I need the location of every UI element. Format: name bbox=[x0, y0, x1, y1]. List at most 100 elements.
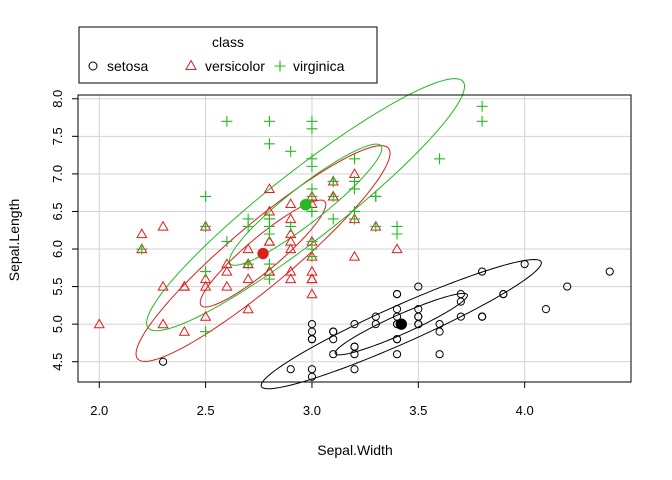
virginica-point bbox=[434, 153, 446, 165]
versicolor-point bbox=[221, 280, 233, 291]
versicolor-point bbox=[178, 280, 191, 291]
versicolor-point bbox=[285, 273, 297, 284]
virginica-point bbox=[306, 153, 318, 165]
versicolor-point bbox=[93, 318, 105, 329]
versicolor-point bbox=[199, 310, 212, 321]
setosa-point bbox=[350, 320, 359, 329]
setosa-point bbox=[435, 350, 444, 359]
virginica-point bbox=[242, 258, 254, 270]
setosa-point bbox=[392, 305, 402, 314]
versicolor-point bbox=[285, 228, 297, 239]
legend-circle-icon bbox=[88, 61, 98, 71]
legend-label-setosa: setosa bbox=[107, 58, 148, 74]
versicolor-point bbox=[306, 273, 318, 284]
virginica-point bbox=[285, 145, 297, 157]
virginica-point bbox=[306, 251, 318, 263]
legend: class setosa versicolor virginica bbox=[78, 26, 378, 84]
versicolor-point bbox=[391, 243, 403, 254]
versicolor-point bbox=[263, 235, 276, 246]
virginica-point bbox=[327, 190, 339, 202]
setosa-point bbox=[371, 320, 380, 329]
setosa-point bbox=[414, 282, 423, 291]
grid-lines bbox=[78, 95, 631, 382]
x-tick-label: 3.5 bbox=[409, 403, 427, 418]
y-tick-label: 8.0 bbox=[50, 90, 65, 108]
virginica-point bbox=[263, 273, 275, 285]
virginica-ellipse bbox=[146, 78, 466, 332]
x-tick-label: 2.5 bbox=[197, 403, 215, 418]
virginica-point bbox=[476, 115, 488, 127]
setosa-point bbox=[605, 267, 614, 276]
y-axis-title: Sepal.Length bbox=[6, 199, 22, 282]
setosa-point bbox=[392, 350, 402, 359]
versicolor-point bbox=[285, 265, 297, 276]
virginica-point bbox=[349, 153, 360, 165]
versicolor-point bbox=[306, 288, 318, 299]
setosa-point bbox=[158, 357, 168, 366]
setosa-point bbox=[563, 282, 572, 291]
versicolor-point bbox=[178, 280, 191, 291]
legend-title: class bbox=[212, 34, 244, 50]
virginica-point bbox=[285, 220, 297, 232]
y-tick-label: 6.5 bbox=[50, 202, 65, 220]
setosa-point bbox=[456, 312, 465, 321]
virginica-point bbox=[349, 213, 360, 225]
virginica-point bbox=[200, 220, 212, 232]
plot-frame bbox=[77, 94, 632, 383]
setosa-point bbox=[541, 305, 551, 314]
virginica-point bbox=[200, 266, 212, 278]
virginica-point bbox=[306, 115, 318, 127]
versicolor-ellipse bbox=[199, 199, 327, 308]
virginica-point bbox=[476, 100, 488, 112]
legend-triangle-icon bbox=[185, 59, 197, 70]
virginica-point bbox=[263, 115, 275, 127]
versicolor-point bbox=[199, 280, 212, 291]
y-tick-label: 6.0 bbox=[50, 240, 65, 258]
setosa-point bbox=[392, 335, 402, 344]
setosa-point bbox=[329, 327, 338, 336]
x-tick-label: 3.0 bbox=[303, 403, 321, 418]
setosa-point bbox=[520, 259, 529, 269]
virginica-point bbox=[263, 220, 275, 232]
versicolor-point bbox=[285, 243, 297, 254]
versicolor-point bbox=[242, 243, 254, 254]
setosa-point bbox=[307, 320, 317, 329]
setosa-point bbox=[392, 312, 402, 321]
versicolor-point bbox=[348, 250, 361, 261]
versicolor-point bbox=[306, 265, 318, 276]
data-points bbox=[93, 100, 614, 381]
setosa-point bbox=[414, 305, 423, 314]
versicolor-point bbox=[285, 198, 297, 209]
setosa-point bbox=[456, 297, 465, 306]
virginica-point bbox=[200, 326, 212, 338]
versicolor-point bbox=[242, 303, 254, 314]
setosa-point bbox=[307, 335, 317, 344]
x-axis-title: Sepal.Width bbox=[317, 442, 392, 458]
axes: 2.0 2.5 3.0 3.5 4.0 4.5 5.0 5.5 6.0 6.5 7.0 7.5 8.0 bbox=[50, 90, 534, 418]
versicolor-point bbox=[221, 258, 233, 269]
virginica-point bbox=[391, 228, 403, 240]
setosa-point bbox=[350, 365, 359, 374]
legend-item-versicolor: versicolor bbox=[185, 58, 265, 74]
setosa-point bbox=[307, 365, 317, 374]
virginica-point bbox=[327, 213, 339, 225]
virginica-centroid bbox=[299, 198, 312, 211]
legend-plus-icon bbox=[274, 60, 286, 72]
setosa-centroid bbox=[395, 318, 407, 330]
versicolor-point bbox=[242, 273, 254, 284]
setosa-point bbox=[478, 267, 487, 276]
y-tick-label: 5.0 bbox=[50, 315, 65, 333]
setosa-point bbox=[478, 312, 487, 321]
legend-item-setosa: setosa bbox=[88, 58, 148, 74]
setosa-point bbox=[499, 289, 508, 299]
virginica-ellipse bbox=[228, 143, 383, 266]
setosa-point bbox=[329, 335, 338, 344]
versicolor-centroid bbox=[257, 247, 269, 260]
virginica-point bbox=[200, 190, 212, 202]
setosa-ellipse bbox=[260, 259, 542, 390]
x-tick-label: 2.0 bbox=[90, 403, 108, 418]
versicolor-point bbox=[178, 325, 191, 336]
legend-label-virginica: virginica bbox=[293, 58, 345, 74]
confidence-ellipses bbox=[135, 78, 542, 390]
